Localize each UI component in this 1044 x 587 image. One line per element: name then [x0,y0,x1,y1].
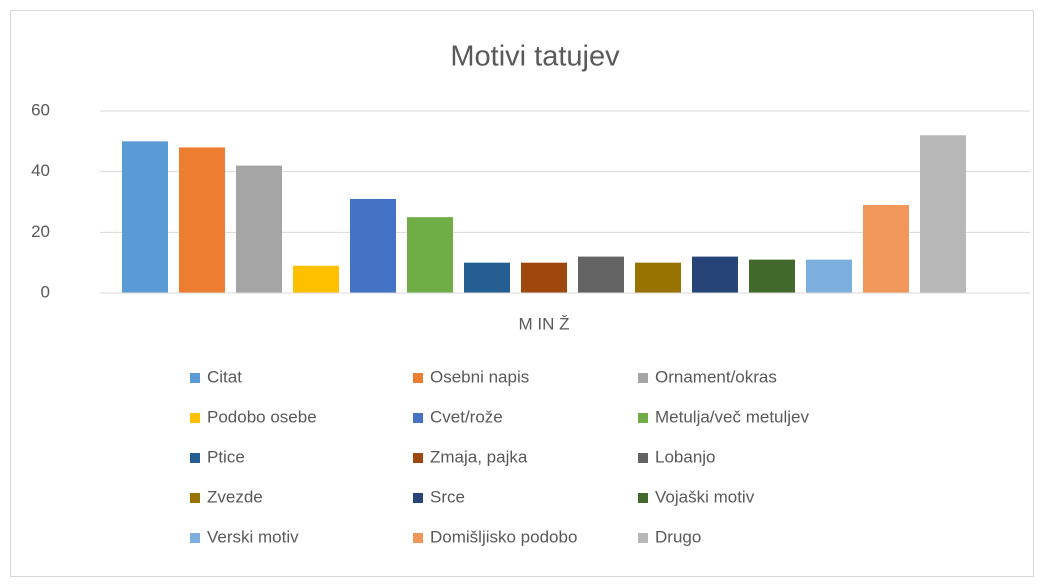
legend-swatch [190,453,200,463]
bar [749,259,795,293]
legend-label: Drugo [655,527,701,546]
bar [293,265,339,293]
legend-label: Zmaja, pajka [430,447,528,466]
legend-swatch [638,413,648,423]
legend-label: Vojaški motiv [655,487,755,506]
bar [407,217,453,293]
bar [236,165,282,293]
legend-swatch [638,373,648,383]
bar [863,205,909,293]
legend-swatch [190,493,200,503]
bar [521,262,567,293]
legend-swatch [413,533,423,543]
legend-label: Podobo osebe [207,407,317,426]
legend-label: Citat [207,367,242,386]
bar [635,262,681,293]
chart-title: Motivi tatujev [450,41,620,73]
y-tick-label: 20 [31,222,50,241]
legend-swatch [413,493,423,503]
legend-swatch [413,413,423,423]
legend-label: Srce [430,487,465,506]
legend-label: Ornament/okras [655,367,777,386]
legend-label: Ptice [207,447,245,466]
legend-label: Cvet/rože [430,407,503,426]
bar [692,256,738,293]
legend-label: Domišljisko podobo [430,527,577,546]
legend-swatch [190,413,200,423]
legend-swatch [638,453,648,463]
y-tick-label: 40 [31,161,50,180]
bar [920,135,966,293]
bar [806,259,852,293]
legend-swatch [638,493,648,503]
bar [464,262,510,293]
legend-label: Zvezde [207,487,263,506]
x-tick-label: M IN Ž [519,314,570,333]
bar [122,141,168,293]
legend-label: Osebni napis [430,367,529,386]
bar [350,198,396,293]
y-tick-label: 60 [31,100,50,119]
legend-swatch [190,533,200,543]
bar [179,147,225,293]
legend-swatch [638,533,648,543]
bar [578,256,624,293]
legend-label: Metulja/več metuljev [655,407,810,426]
legend-swatch [413,453,423,463]
legend-label: Lobanjo [655,447,716,466]
legend-swatch [413,373,423,383]
y-tick-label: 0 [41,282,50,301]
legend-label: Verski motiv [207,527,299,546]
legend-swatch [190,373,200,383]
